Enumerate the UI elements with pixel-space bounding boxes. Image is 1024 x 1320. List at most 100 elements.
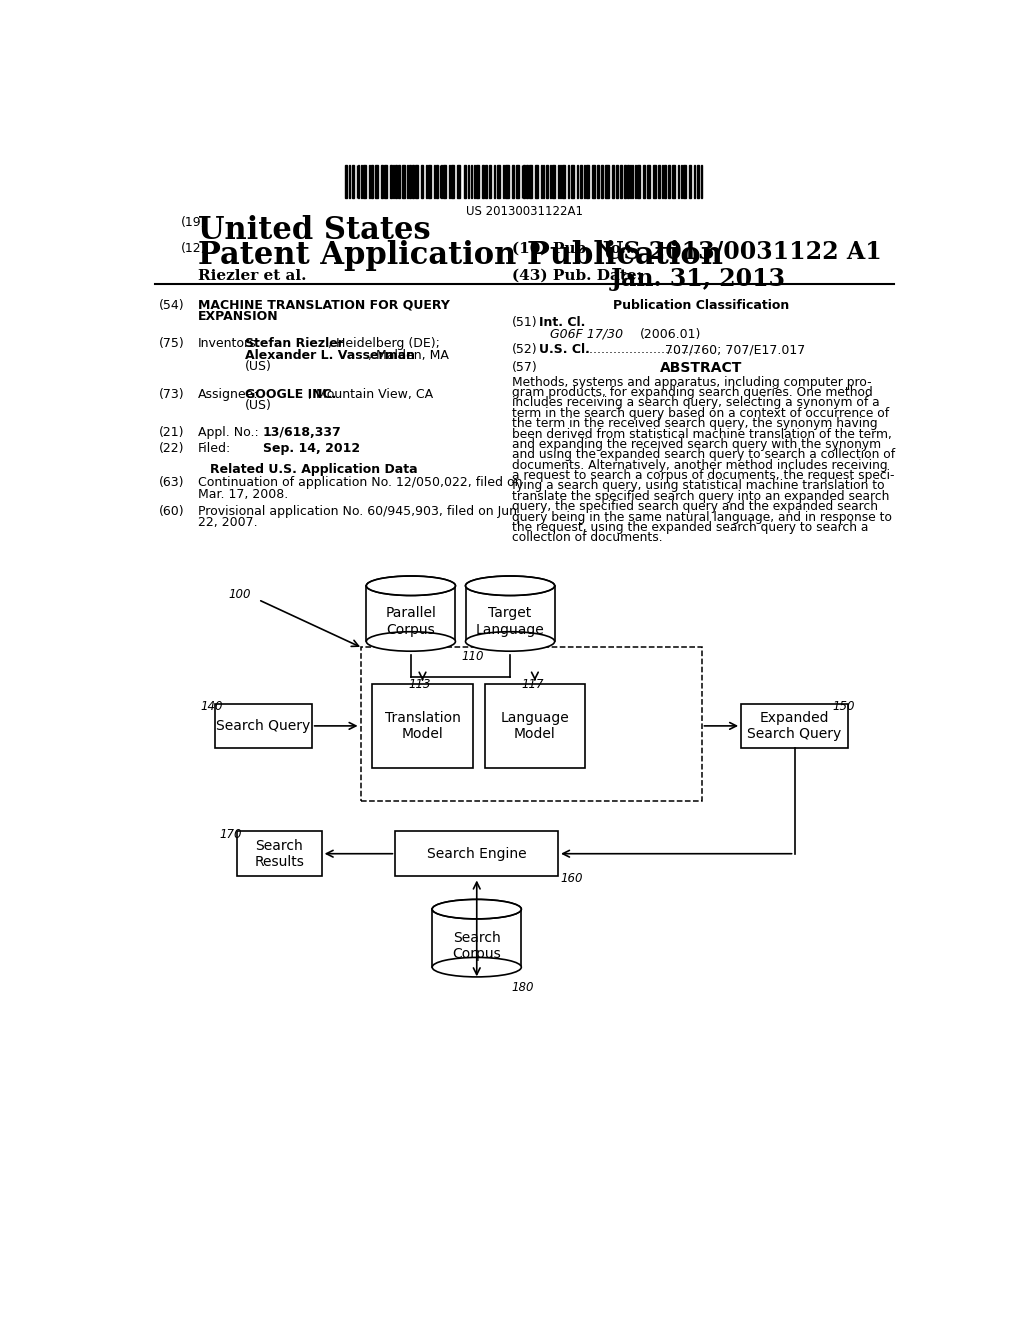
Text: (12): (12) (180, 242, 206, 255)
Text: documents. Alternatively, another method includes receiving: documents. Alternatively, another method… (512, 459, 887, 471)
Text: fying a search query, using statistical machine translation to: fying a search query, using statistical … (512, 479, 885, 492)
Bar (410, 165, 411, 198)
Text: (57): (57) (512, 360, 538, 374)
Bar (367, 586, 456, 642)
Bar (449, 165, 450, 198)
Bar (369, 165, 371, 198)
Bar (523, 165, 524, 198)
Bar (458, 165, 461, 198)
Bar (664, 165, 666, 198)
Bar (345, 165, 347, 198)
Bar (627, 165, 629, 198)
Bar (552, 165, 555, 198)
Text: 120: 120 (407, 583, 429, 597)
Text: Language
Model: Language Model (501, 710, 569, 741)
Bar (442, 165, 445, 198)
Bar (611, 165, 614, 198)
Bar (466, 586, 555, 642)
Bar (372, 684, 473, 768)
Text: 13/618,337: 13/618,337 (263, 426, 342, 440)
Text: 140: 140 (200, 700, 222, 713)
Text: Methods, systems and apparatus, including computer pro-: Methods, systems and apparatus, includin… (512, 376, 871, 388)
Text: 113: 113 (409, 678, 431, 692)
Text: collection of documents.: collection of documents. (512, 532, 663, 544)
Bar (428, 165, 431, 198)
Ellipse shape (433, 900, 520, 917)
Bar (494, 165, 496, 198)
Bar (616, 165, 618, 198)
Text: 100: 100 (228, 589, 251, 601)
Text: Search
Corpus: Search Corpus (453, 931, 501, 961)
Bar (375, 165, 378, 198)
Text: ................................: ................................ (573, 343, 701, 356)
Bar (580, 165, 583, 198)
Bar (215, 704, 312, 748)
Bar (395, 165, 396, 198)
Bar (577, 165, 579, 198)
Bar (452, 165, 455, 198)
Text: 22, 2007.: 22, 2007. (198, 516, 257, 529)
Bar (605, 165, 608, 198)
Text: term in the search query based on a context of occurrence of: term in the search query based on a cont… (512, 407, 889, 420)
Ellipse shape (367, 632, 456, 651)
Text: Publication Classification: Publication Classification (613, 298, 790, 312)
Bar (560, 165, 561, 198)
Text: the request, using the expanded search query to search a: the request, using the expanded search q… (512, 521, 868, 535)
Text: a request to search a corpus of documents, the request speci-: a request to search a corpus of document… (512, 469, 894, 482)
Text: Mar. 17, 2008.: Mar. 17, 2008. (198, 488, 288, 502)
Bar (476, 165, 479, 198)
Text: 160: 160 (560, 873, 583, 886)
Text: (10) Pub. No.:: (10) Pub. No.: (512, 242, 631, 256)
Text: Appl. No.:: Appl. No.: (198, 426, 258, 440)
Text: US 2013/0031122 A1: US 2013/0031122 A1 (603, 240, 882, 264)
Ellipse shape (368, 577, 455, 594)
Text: United States: United States (198, 215, 430, 246)
Bar (506, 165, 509, 198)
Bar (390, 165, 391, 198)
Text: (52): (52) (512, 343, 538, 356)
Text: Provisional application No. 60/945,903, filed on Jun.: Provisional application No. 60/945,903, … (198, 506, 521, 517)
Bar (632, 165, 633, 198)
Bar (464, 165, 466, 198)
Bar (683, 165, 686, 198)
Text: 170: 170 (219, 828, 242, 841)
Bar (535, 165, 538, 198)
Bar (543, 165, 544, 198)
Bar (402, 165, 404, 198)
Bar (358, 165, 359, 198)
Bar (528, 165, 531, 198)
Text: ABSTRACT: ABSTRACT (660, 360, 742, 375)
Bar (678, 165, 679, 198)
Text: translate the specified search query into an expanded search: translate the specified search query int… (512, 490, 889, 503)
Text: Alexander L. Vasserman: Alexander L. Vasserman (245, 348, 415, 362)
Bar (352, 165, 354, 198)
Bar (741, 704, 848, 748)
Text: and using the expanded search query to search a collection of: and using the expanded search query to s… (512, 449, 895, 461)
Bar (413, 165, 414, 198)
Bar (415, 165, 418, 198)
Bar (482, 165, 483, 198)
Text: gram products, for expanding search queries. One method: gram products, for expanding search quer… (512, 385, 872, 399)
Bar (474, 165, 475, 198)
Text: US 20130031122A1: US 20130031122A1 (466, 205, 584, 218)
Text: GOOGLE INC.: GOOGLE INC. (245, 388, 337, 401)
Bar (381, 165, 383, 198)
Ellipse shape (467, 577, 554, 594)
Bar (432, 909, 521, 968)
Text: (US): (US) (245, 360, 272, 374)
Bar (360, 647, 701, 801)
Bar (434, 165, 435, 198)
Ellipse shape (466, 632, 555, 651)
Bar (568, 165, 569, 198)
Bar (700, 165, 702, 198)
Bar (515, 165, 518, 198)
Text: Search Engine: Search Engine (427, 846, 526, 861)
Text: 110: 110 (461, 649, 483, 663)
Text: G06F 17/30: G06F 17/30 (550, 327, 624, 341)
Ellipse shape (432, 957, 521, 977)
Text: Jan. 31, 2013: Jan. 31, 2013 (611, 267, 785, 290)
Bar (550, 165, 551, 198)
Bar (570, 165, 573, 198)
Bar (672, 165, 675, 198)
Bar (597, 165, 599, 198)
